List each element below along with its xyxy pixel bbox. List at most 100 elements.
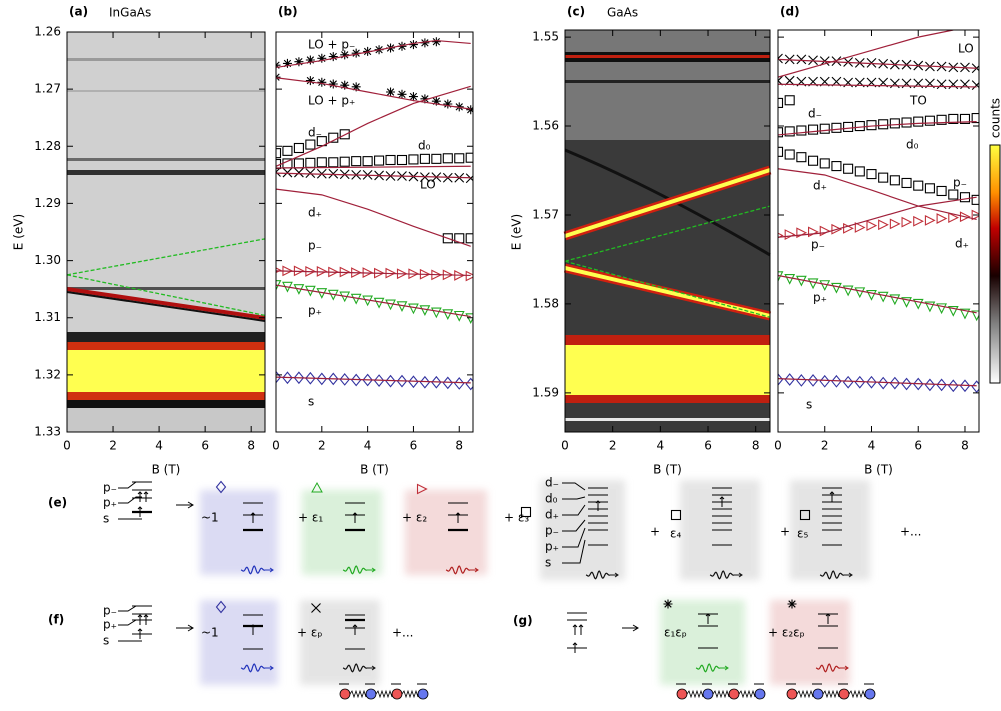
x-tick-label: 8 [247,439,255,453]
diagram-text: p₋ [545,524,559,538]
marker [972,81,981,90]
plot-area [272,37,476,389]
marker [867,221,876,230]
x-axis-label: B (T) [864,463,893,477]
series-label: LO [420,178,436,192]
marker [283,168,292,177]
series-label: LO [958,42,974,56]
series-label: p₋ [811,238,825,252]
marker [844,122,853,131]
diagram-text: +... [392,626,414,640]
marker [820,227,829,236]
diagram-text: d₀ [545,492,558,506]
y-tick-label: 1.31 [34,310,61,324]
marker [890,219,899,228]
marker [809,227,818,236]
marker [409,304,418,313]
marker [797,153,806,162]
marker [890,79,899,88]
marker [466,314,475,323]
series-label: d₀ [906,138,919,152]
y-axis-label: E (eV) [510,214,524,250]
marker [785,230,794,239]
y-tick-label: 1.57 [532,207,559,221]
marker [890,119,899,128]
diagram-text: d₋ [545,476,559,490]
diagram-text: p₊ [103,496,117,510]
marker [809,125,818,134]
y-tick-label: 1.55 [532,30,559,44]
marker [949,80,958,89]
marker [432,154,441,163]
marker [466,153,475,162]
figure: counts (e) (f) (g) 024681.261.271.281.29… [0,0,1001,711]
marker [455,378,464,389]
marker [466,272,475,281]
marker [329,52,338,61]
x-axis-label: B (T) [152,463,181,477]
diagram-text: s [103,512,109,526]
ion [865,689,875,699]
marker [902,118,911,127]
marker [294,168,303,177]
diagram-symbol [672,511,681,520]
marker [844,286,853,295]
marker [317,78,326,87]
marker [785,96,794,105]
diagram-text: + ε₁ [298,511,323,525]
y-tick-label: 1.28 [34,139,61,153]
plot-area [774,30,982,392]
colorbar-label: counts [989,98,1001,138]
marker [809,279,818,288]
diagram-text: + [650,525,660,539]
diagram-text: + εₚ [297,626,323,640]
marker [925,216,934,225]
marker [879,120,888,129]
marker [329,158,338,167]
diagram-symbol [788,600,797,609]
marker [809,156,818,165]
panel-label: (d) [780,5,800,19]
marker [949,190,958,199]
x-tick-label: 6 [410,439,418,453]
theory-line [276,173,471,178]
marker [844,377,853,388]
ion [729,689,739,699]
diagram-line [350,691,366,697]
marker [283,146,292,155]
series-label: d₋ [308,126,322,140]
marker [306,169,315,178]
marker [306,76,315,85]
diagram-text: p₊ [545,540,559,554]
theory-line [276,271,471,276]
marker [820,124,829,133]
marker [797,375,806,386]
marker [432,37,441,46]
series-label: d₊ [813,179,827,193]
x-tick-label: 6 [704,439,712,453]
diagram-line [823,691,839,697]
x-tick-label: 2 [821,439,829,453]
y-tick-label: 1.27 [34,82,61,96]
marker [432,308,441,317]
marker [466,174,475,183]
marker [455,154,464,163]
diagram-line [118,482,142,488]
series-label: d₋ [808,107,822,121]
diagram-text: + ε₃ [504,511,529,525]
marker [466,379,475,390]
y-tick-label: 1.33 [34,425,61,439]
x-tick-label: 6 [201,439,209,453]
marker [855,122,864,131]
ion [366,689,376,699]
theory-line [276,78,471,109]
series-label: d₊ [308,206,322,220]
y-tick-label: 1.30 [34,253,61,267]
diagram-line [713,691,729,697]
marker [867,170,876,179]
y-tick-label: 1.26 [34,25,61,39]
marker [879,173,888,182]
theory-line [276,377,471,383]
theory-line [276,86,471,166]
marker [797,126,806,135]
